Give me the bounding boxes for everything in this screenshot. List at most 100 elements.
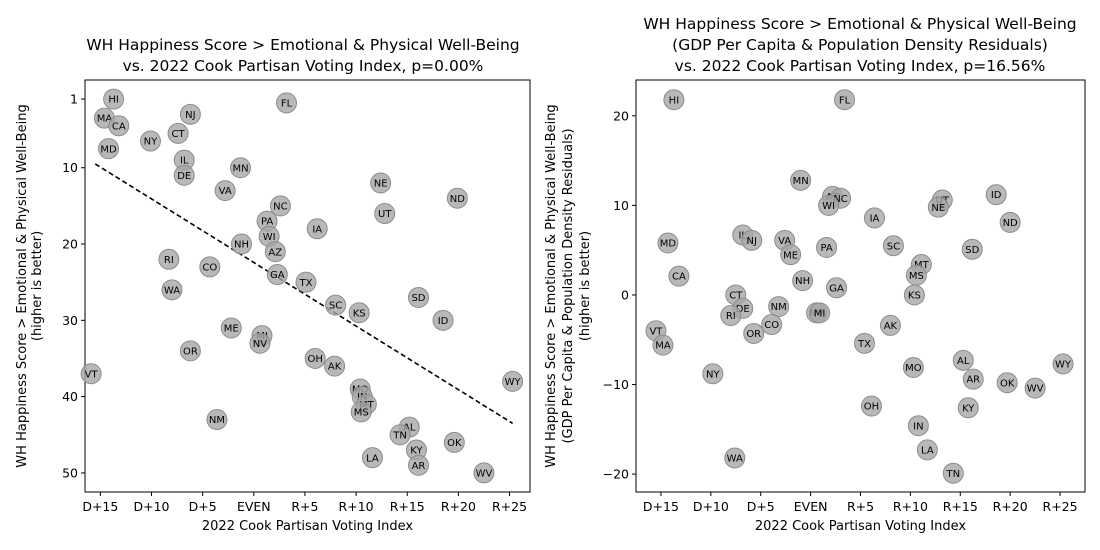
x-tick-label: R+5 [847, 499, 874, 514]
point-marker [818, 194, 840, 216]
point-marker [80, 363, 102, 385]
y-tick-label: 50 [62, 465, 78, 480]
point-marker [816, 236, 838, 258]
point-label: AK [884, 321, 898, 332]
point-label: MS [909, 271, 924, 282]
point-marker [792, 270, 814, 292]
chart-title-line: (GDP Per Capita & Population Density Res… [672, 36, 1048, 54]
y-tick-label: 20 [62, 237, 78, 252]
point-label: AL [957, 356, 970, 367]
point-label: MI [814, 308, 826, 319]
point-label: ND [450, 194, 465, 205]
y-tick-label: −10 [603, 377, 629, 392]
point-marker [942, 462, 964, 484]
point-pa: PA [816, 236, 838, 258]
point-label: KS [353, 308, 366, 319]
x-tick-label: D+5 [189, 499, 217, 514]
point-marker [269, 195, 291, 217]
point-marker [220, 317, 242, 339]
point-marker [853, 332, 875, 354]
point-marker [502, 370, 524, 392]
point-hi: HI [103, 88, 125, 110]
x-tick-label: D+10 [133, 499, 169, 514]
point-tx: TX [853, 332, 875, 354]
x-tick-label: R+15 [390, 499, 425, 514]
point-ks: KS [903, 284, 925, 306]
point-label: DE [736, 304, 750, 315]
point-marker [860, 395, 882, 417]
point-marker [432, 309, 454, 331]
point-label: MN [232, 163, 248, 174]
point-label: GA [270, 270, 285, 281]
point-label: AZ [268, 247, 282, 258]
point-marker [834, 89, 856, 111]
point-label: NH [234, 240, 249, 251]
point-sd: SD [961, 238, 983, 260]
point-label: RI [164, 255, 174, 266]
point-marker [161, 279, 183, 301]
point-label: PA [820, 243, 832, 254]
point-mi: MI [809, 302, 831, 324]
point-label: KS [908, 291, 921, 302]
point-marker [229, 157, 251, 179]
point-label: ND [1003, 218, 1018, 229]
point-label: ME [783, 250, 798, 261]
point-label: IA [312, 224, 322, 235]
point-marker [657, 232, 679, 254]
point-label: NM [209, 415, 225, 426]
point-ky: KY [957, 397, 979, 419]
point-label: WI [263, 232, 276, 243]
point-marker [996, 372, 1018, 394]
point-tn: TN [389, 424, 411, 446]
point-label: TN [392, 430, 407, 441]
chart-title-line: WH Happiness Score > Emotional & Physica… [643, 15, 1076, 33]
point-ok: OK [996, 372, 1018, 394]
point-marker [826, 277, 848, 299]
point-marker [348, 302, 370, 324]
point-al: AL [952, 349, 974, 371]
point-marker [350, 401, 372, 423]
point-wy: WY [1052, 353, 1074, 375]
point-me: ME [780, 244, 802, 266]
point-oh: OH [304, 347, 326, 369]
point-marker [882, 235, 904, 257]
x-tick-label: D+5 [747, 499, 775, 514]
chart-title-line: WH Happiness Score > Emotional & Physica… [86, 36, 519, 54]
point-label: MT [914, 260, 930, 271]
point-la: LA [361, 447, 383, 469]
point-ny: NY [702, 363, 724, 385]
point-marker [446, 187, 468, 209]
point-ny: NY [139, 130, 161, 152]
point-marker [761, 314, 783, 336]
point-or: OR [743, 322, 765, 344]
point-label: MS [354, 407, 369, 418]
point-ma: MA [652, 334, 674, 356]
point-marker [743, 322, 765, 344]
y-tick-label: 1 [70, 92, 78, 107]
point-me: ME [220, 317, 242, 339]
point-ar: AR [962, 368, 984, 390]
point-label: NC [833, 194, 847, 205]
point-nv: NV [249, 332, 271, 354]
y-tick-label: 10 [62, 160, 78, 175]
point-tn: TN [942, 462, 964, 484]
point-ne: NE [927, 196, 949, 218]
y-axis-label-line: (GDP Per Capita & Population Density Res… [561, 128, 576, 443]
x-tick-label: R+5 [291, 499, 318, 514]
point-id: ID [985, 184, 1007, 206]
point-label: NE [374, 179, 388, 190]
point-label: AL [403, 423, 416, 434]
point-ar: AR [407, 454, 429, 476]
point-nm: NM [206, 409, 228, 431]
point-label: IL [180, 156, 189, 167]
point-marker [790, 169, 812, 191]
point-fl: FL [276, 92, 298, 114]
point-marker [231, 233, 253, 255]
point-marker [179, 340, 201, 362]
point-label: VT [85, 369, 99, 380]
point-label: MO [905, 363, 922, 374]
point-label: HI [108, 95, 118, 106]
point-label: SD [411, 293, 425, 304]
point-marker [768, 296, 790, 318]
point-ak: AK [324, 355, 346, 377]
